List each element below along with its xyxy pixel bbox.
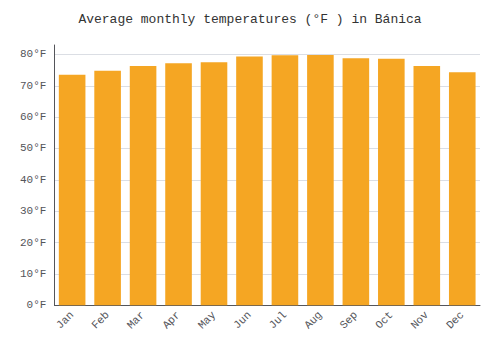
svg-text:Dec: Dec bbox=[444, 309, 466, 331]
svg-text:Sep: Sep bbox=[338, 309, 360, 331]
svg-text:40°F: 40°F bbox=[20, 174, 46, 186]
svg-text:60°F: 60°F bbox=[20, 111, 46, 123]
svg-text:20°F: 20°F bbox=[20, 237, 46, 249]
svg-text:Jun: Jun bbox=[231, 309, 253, 331]
svg-text:Nov: Nov bbox=[409, 309, 432, 332]
svg-text:Mar: Mar bbox=[125, 309, 147, 331]
svg-text:Oct: Oct bbox=[373, 309, 395, 331]
svg-text:0°F: 0°F bbox=[27, 299, 47, 311]
svg-text:Aug: Aug bbox=[302, 309, 324, 331]
svg-text:10°F: 10°F bbox=[20, 268, 46, 280]
svg-text:80°F: 80°F bbox=[20, 48, 46, 60]
svg-text:May: May bbox=[196, 309, 219, 332]
svg-text:Average monthly temperatures (: Average monthly temperatures (°F ) in Bá… bbox=[78, 12, 421, 27]
svg-text:Feb: Feb bbox=[89, 309, 111, 331]
svg-text:Jul: Jul bbox=[267, 309, 289, 331]
svg-text:Apr: Apr bbox=[160, 309, 182, 331]
svg-text:Jan: Jan bbox=[54, 309, 76, 331]
svg-text:70°F: 70°F bbox=[20, 80, 46, 92]
svg-text:30°F: 30°F bbox=[20, 205, 46, 217]
svg-text:50°F: 50°F bbox=[20, 142, 46, 154]
